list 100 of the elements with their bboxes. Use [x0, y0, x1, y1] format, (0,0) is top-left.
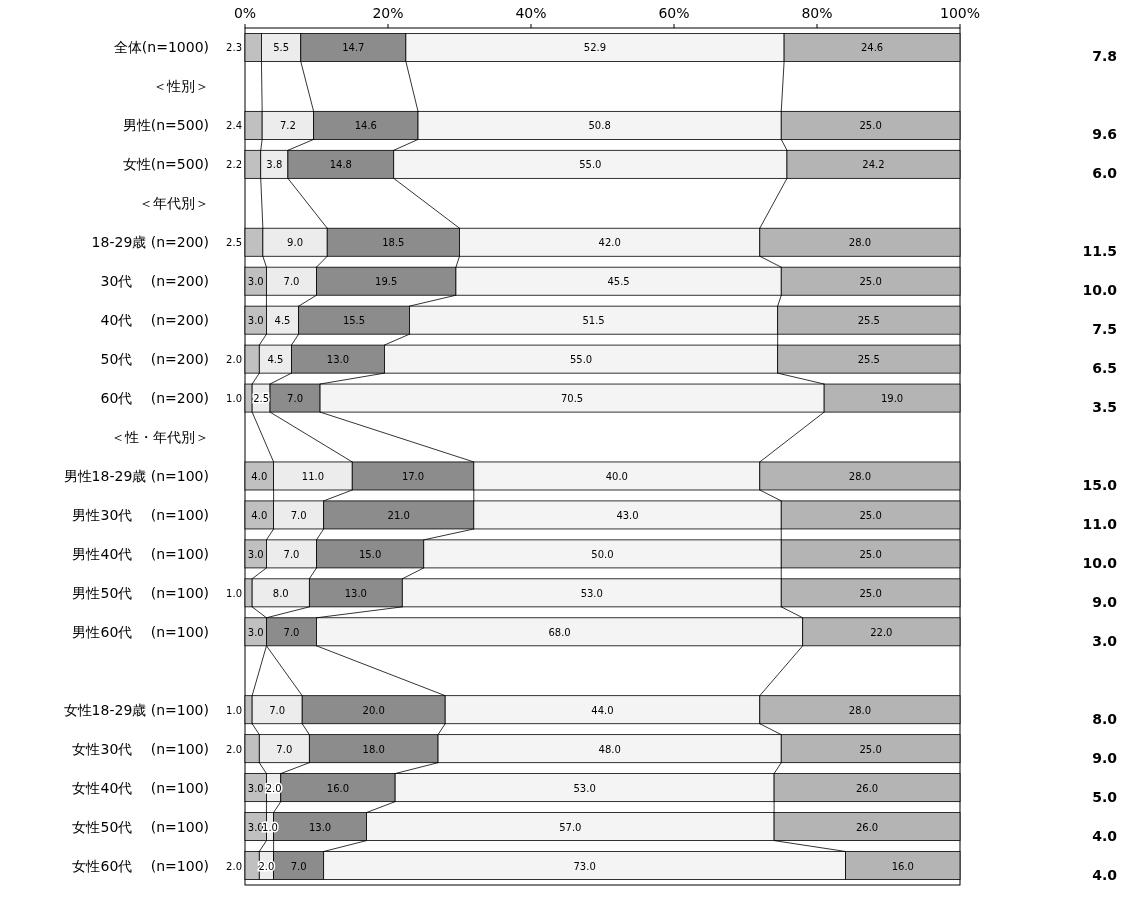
- data-label: 18.5: [382, 237, 405, 249]
- y-tick-label: 女性50代 (n=100): [72, 818, 209, 835]
- data-label: 22.0: [870, 626, 893, 638]
- data-label: 45.5: [607, 276, 630, 288]
- data-label: 28.0: [848, 237, 872, 249]
- y-tick-label: 男性30代 (n=100): [72, 506, 209, 523]
- data-label: 24.2: [862, 159, 885, 171]
- data-label: 25.5: [857, 315, 880, 327]
- data-label: 1.0: [226, 587, 242, 599]
- data-label: 25.0: [859, 120, 882, 132]
- data-label: 7.0: [290, 860, 307, 872]
- data-label: 68.0: [548, 626, 571, 638]
- data-label: 50.0: [591, 548, 614, 560]
- y-tick-label: 女性30代 (n=100): [72, 740, 209, 757]
- data-label: 14.6: [354, 120, 377, 132]
- x-tick-label: 60%: [658, 5, 690, 21]
- data-label: 25.0: [859, 276, 882, 288]
- y-tick-label: 女性(n=500): [122, 156, 209, 173]
- data-label: 3.0: [247, 782, 264, 794]
- data-label: 3.0: [247, 548, 264, 560]
- x-tick-label: 100%: [939, 5, 981, 21]
- y-tick-label: 女性40代 (n=100): [72, 779, 209, 796]
- data-label: 20.0: [362, 704, 385, 716]
- y-tick-label: ＜性・年代別＞: [111, 429, 209, 446]
- data-label: 25.0: [859, 548, 882, 560]
- data-label: 53.0: [573, 782, 596, 794]
- text: 6.0: [1092, 165, 1118, 182]
- data-label: 26.0: [855, 782, 879, 794]
- data-label: 2.3: [226, 42, 242, 54]
- text: 11.5: [1082, 243, 1117, 260]
- x-tick-label: 20%: [372, 5, 404, 21]
- text: 15.0: [1082, 476, 1118, 493]
- data-label: 4.0: [251, 509, 268, 521]
- data-label: 13.0: [344, 587, 367, 599]
- data-label: 9.0: [287, 237, 303, 249]
- data-label: 3.8: [266, 159, 283, 171]
- data-label: 13.0: [326, 354, 350, 366]
- data-label: 7.0: [287, 393, 303, 405]
- text: 9.0: [1092, 593, 1118, 610]
- data-label: 11.0: [301, 470, 325, 482]
- y-tick-label: 18-29歳 (n=200): [91, 234, 209, 251]
- text: 4.0: [1092, 827, 1118, 844]
- text: 5.0: [1092, 788, 1118, 805]
- text: 6.5: [1092, 360, 1117, 377]
- y-tick-label: 男性40代 (n=100): [72, 545, 209, 562]
- data-label: 8.0: [272, 587, 289, 599]
- data-label: 25.0: [859, 587, 882, 599]
- data-label: 55.0: [579, 159, 602, 171]
- data-label: 17.0: [401, 470, 425, 482]
- text: 4.0: [1092, 866, 1118, 883]
- data-label: 2.4: [226, 120, 242, 132]
- x-tick-label: 40%: [515, 5, 547, 21]
- y-tick-label: 男性(n=500): [122, 117, 209, 134]
- data-label: 19.0: [880, 393, 904, 405]
- data-label: 15.5: [342, 315, 366, 327]
- text: 9.0: [1092, 749, 1118, 766]
- text: 3.5: [1092, 399, 1117, 416]
- data-label: 26.0: [855, 821, 879, 833]
- data-label: 7.0: [269, 704, 286, 716]
- y-tick-label: 女性60代 (n=100): [72, 857, 209, 874]
- text: 11.0: [1082, 515, 1118, 532]
- data-label: 2.5: [226, 237, 242, 249]
- data-label: 16.0: [891, 860, 914, 872]
- data-label: 7.0: [283, 276, 300, 288]
- data-label: 14.7: [342, 42, 365, 54]
- x-tick-label: 0%: [233, 5, 257, 21]
- y-tick-label: 全体(n=1000): [113, 39, 209, 56]
- data-label: 21.0: [387, 509, 410, 521]
- data-label: 52.9: [583, 42, 607, 54]
- text: 10.0: [1082, 554, 1118, 571]
- data-label: 24.6: [860, 42, 884, 54]
- data-label: 28.0: [848, 470, 872, 482]
- data-label: 42.0: [598, 237, 621, 249]
- data-label: 2.0: [226, 354, 242, 366]
- y-tick-label: 女性18-29歳 (n=100): [63, 701, 209, 718]
- data-label: 15.0: [358, 548, 382, 560]
- text: 3.0: [1092, 632, 1118, 649]
- data-label: 25.0: [859, 743, 882, 755]
- data-label: 70.5: [560, 393, 584, 405]
- data-label: 7.0: [283, 626, 300, 638]
- x-tick-label: 80%: [801, 5, 833, 21]
- y-tick-label: 男性50代 (n=100): [72, 584, 209, 601]
- data-label: 4.5: [274, 315, 291, 327]
- data-label: 2.2: [226, 159, 242, 171]
- y-tick-label: 50代 (n=200): [100, 351, 209, 368]
- y-tick-label: ＜年代別＞: [139, 195, 209, 212]
- data-label: 43.0: [616, 509, 639, 521]
- y-tick-label: 60代 (n=200): [100, 390, 209, 407]
- data-label: 2.0: [226, 860, 242, 872]
- data-label: 51.5: [582, 315, 605, 327]
- data-label: 40.0: [605, 470, 628, 482]
- data-label: 53.0: [580, 587, 603, 599]
- data-label: 44.0: [591, 704, 614, 716]
- text: 10.0: [1082, 282, 1118, 299]
- data-label: 57.0: [559, 821, 582, 833]
- data-label: 5.5: [273, 42, 290, 54]
- data-label: 19.5: [375, 276, 398, 288]
- data-label: 7.0: [283, 548, 300, 560]
- data-label: 2.5: [253, 393, 270, 405]
- text: 7.5: [1092, 321, 1117, 338]
